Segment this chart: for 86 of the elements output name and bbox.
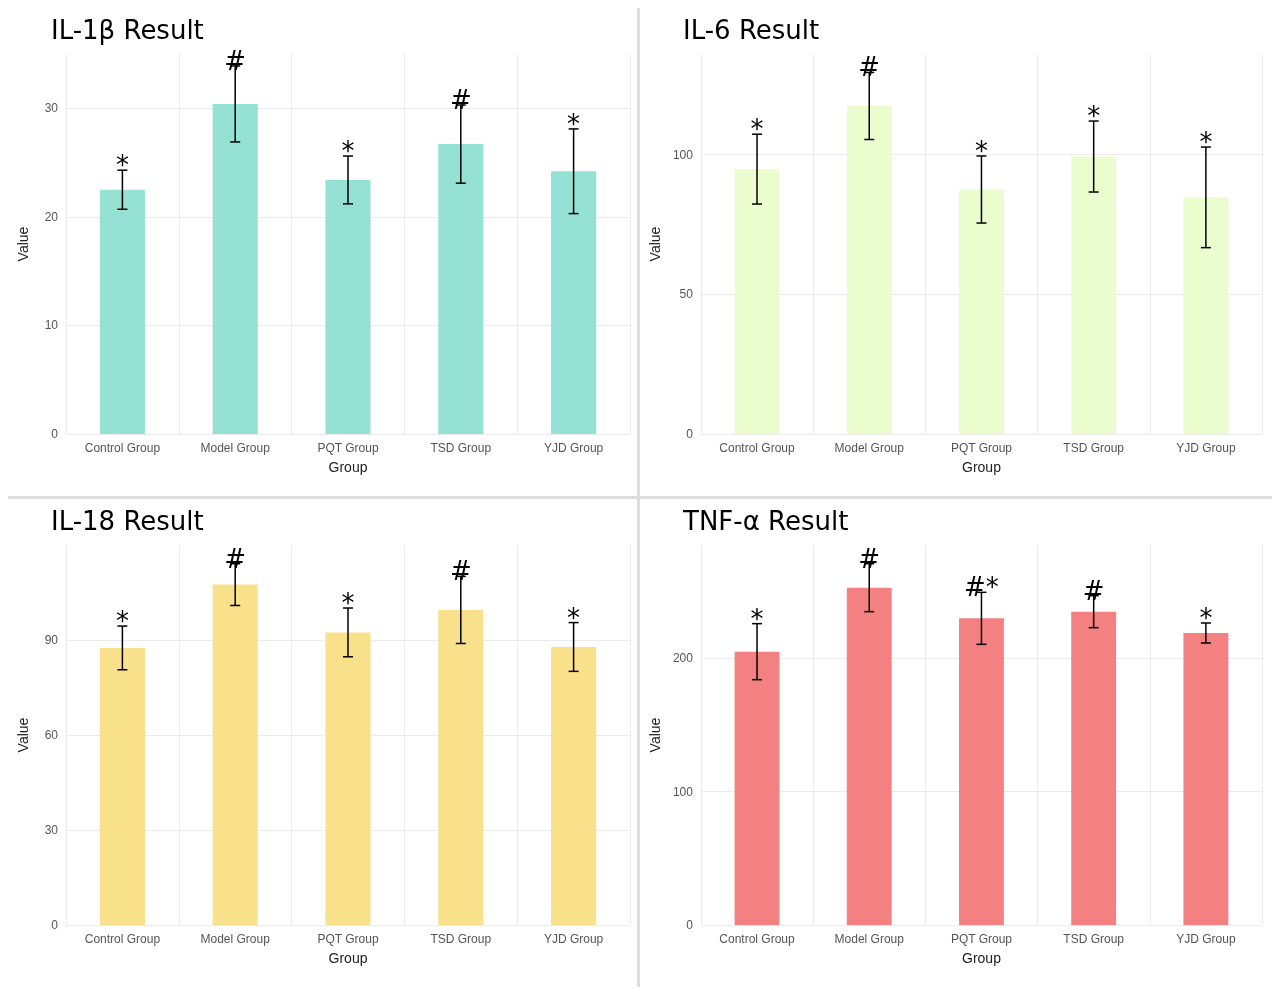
bar xyxy=(325,179,371,434)
y-tick-label: 0 xyxy=(686,427,694,441)
annotation: * xyxy=(1087,101,1101,132)
y-tick-label: 20 xyxy=(44,209,59,224)
y-tick-label: 30 xyxy=(44,823,59,837)
bar xyxy=(734,169,780,434)
annotation: * xyxy=(115,150,129,181)
annotation: * xyxy=(341,588,355,619)
x-tick-label: YJD Group xyxy=(1176,441,1236,455)
annotation: #* xyxy=(964,572,999,603)
bar xyxy=(438,144,484,434)
x-tick-label: TSD Group xyxy=(430,932,492,946)
annotation: * xyxy=(1199,603,1213,633)
bar xyxy=(734,651,780,925)
bar xyxy=(438,609,484,925)
bar xyxy=(846,587,892,925)
y-tick-label: 0 xyxy=(51,918,59,932)
x-tick-label: YJD Group xyxy=(543,441,604,455)
bar xyxy=(1071,156,1117,434)
y-tick-label: 100 xyxy=(672,784,694,799)
bar xyxy=(551,171,597,434)
x-axis-title: Group xyxy=(328,950,368,966)
annotation: * xyxy=(115,606,129,637)
annotation: * xyxy=(567,602,581,633)
y-tick-label: 50 xyxy=(679,287,694,302)
y-axis-title: Value xyxy=(647,226,663,262)
x-tick-label: PQT Group xyxy=(950,441,1013,455)
annotation: # xyxy=(224,543,247,574)
annotation: * xyxy=(974,135,988,166)
bar xyxy=(846,105,892,434)
bar xyxy=(99,189,145,434)
x-tick-label: PQT Group xyxy=(950,932,1013,946)
x-tick-label: YJD Group xyxy=(543,932,604,946)
x-tick-label: TSD Group xyxy=(1063,441,1125,455)
y-axis-title: Value xyxy=(15,226,31,262)
y-tick-label: 30 xyxy=(44,101,59,116)
x-tick-label: PQT Group xyxy=(317,441,379,455)
y-axis-title: Value xyxy=(647,717,663,753)
annotation: # xyxy=(449,556,472,587)
y-tick-label: 10 xyxy=(44,318,59,333)
y-axis-title: Value xyxy=(15,717,31,753)
annotation: * xyxy=(1199,127,1213,158)
x-tick-label: Control Group xyxy=(719,932,796,946)
x-tick-label: TSD Group xyxy=(430,441,492,455)
y-tick-label: 0 xyxy=(51,427,59,441)
bar xyxy=(551,646,597,925)
annotation: * xyxy=(750,114,764,145)
chart-title: IL-6 Result xyxy=(683,15,820,45)
x-tick-label: Control Group xyxy=(84,441,161,455)
bar xyxy=(1183,197,1229,434)
bar xyxy=(212,103,258,434)
chart-title: IL-1β Result xyxy=(51,15,204,45)
annotation: # xyxy=(858,52,881,83)
x-tick-label: YJD Group xyxy=(1176,932,1236,946)
bar xyxy=(959,618,1004,925)
x-axis-title: Group xyxy=(962,459,1002,475)
annotation: # xyxy=(858,543,881,574)
x-tick-label: TSD Group xyxy=(1063,932,1125,946)
chart-title: TNF-α Result xyxy=(682,506,849,536)
x-tick-label: Model Group xyxy=(200,932,271,946)
x-axis-title: Group xyxy=(962,950,1002,966)
bar xyxy=(1183,633,1229,925)
annotation: # xyxy=(1082,575,1105,606)
annotation: * xyxy=(567,108,581,139)
y-tick-label: 60 xyxy=(44,728,59,742)
bar xyxy=(212,584,258,925)
bar xyxy=(1071,611,1117,925)
x-tick-label: Control Group xyxy=(84,932,161,946)
y-tick-label: 100 xyxy=(672,147,694,162)
annotation: # xyxy=(224,45,247,76)
x-tick-label: Control Group xyxy=(719,441,796,455)
y-tick-label: 200 xyxy=(672,651,694,666)
chart-title: IL-18 Result xyxy=(51,506,204,536)
y-tick-label: 90 xyxy=(44,633,59,647)
bar xyxy=(99,647,145,925)
x-tick-label: Model Group xyxy=(834,932,905,946)
annotation: * xyxy=(341,136,355,167)
annotation: * xyxy=(750,603,764,634)
x-tick-label: Model Group xyxy=(200,441,271,455)
x-tick-label: Model Group xyxy=(834,441,905,455)
x-axis-title: Group xyxy=(328,459,368,475)
y-tick-label: 0 xyxy=(686,918,694,932)
bar xyxy=(959,189,1004,434)
x-tick-label: PQT Group xyxy=(317,932,379,946)
bar xyxy=(325,632,371,925)
annotation: # xyxy=(449,85,472,116)
